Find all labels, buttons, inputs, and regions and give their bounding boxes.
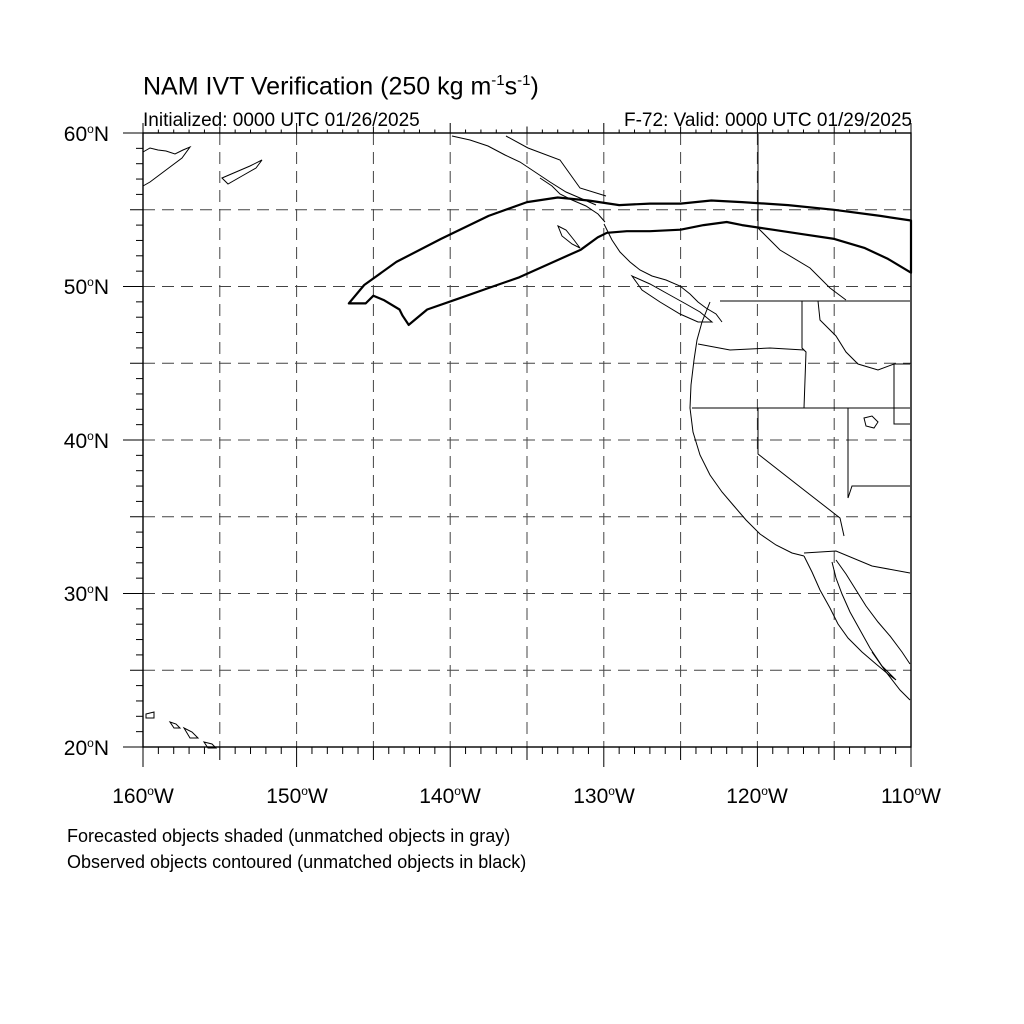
lat-label-30n: 30oN xyxy=(63,582,109,606)
lon-label-150w: 150oW xyxy=(266,784,328,808)
lat-label-20n: 20oN xyxy=(63,736,109,760)
map-frame xyxy=(142,132,912,748)
initialized-time: Initialized: 0000 UTC 01/26/2025 xyxy=(143,110,420,131)
border-canada-provinces xyxy=(757,134,847,301)
coastline-great-salt-lake xyxy=(863,415,879,429)
border-wy xyxy=(893,363,910,425)
map-title: NAM IVT Verification (250 kg m-1s-1) xyxy=(143,72,539,101)
coastline-hawaii xyxy=(145,711,218,749)
border-us-mexico xyxy=(803,550,911,574)
lon-label-160w: 160oW xyxy=(112,784,174,808)
legend-note-forecast: Forecasted objects shaded (unmatched obj… xyxy=(67,826,511,846)
lat-label-60n: 60oN xyxy=(63,122,109,146)
legend-note-observed: Observed objects contoured (unmatched ob… xyxy=(67,852,527,872)
lon-label-140w: 140oW xyxy=(419,784,481,808)
border-wa-or xyxy=(697,343,805,351)
lon-label-120w: 120oW xyxy=(726,784,788,808)
coastline-pacific-us xyxy=(689,301,805,557)
border-alaska-canada xyxy=(505,135,607,197)
lat-lon-grid xyxy=(143,133,911,747)
lat-label-50n: 50oN xyxy=(63,275,109,299)
coastline-haida-gwaii xyxy=(557,224,581,249)
border-id-mt xyxy=(817,300,895,371)
valid-time: F-72: Valid: 0000 UTC 01/29/2025 xyxy=(624,110,912,131)
lon-label-130w: 130oW xyxy=(573,784,635,808)
coastlines-and-borders xyxy=(142,134,911,749)
lon-label-110w: 110oW xyxy=(881,784,941,808)
coastline-vancouver-island xyxy=(630,274,714,323)
border-wa-id xyxy=(801,301,807,409)
coastline-bc xyxy=(603,223,723,323)
lat-label-40n: 40oN xyxy=(63,429,109,453)
border-nv-ut xyxy=(847,408,910,499)
coastline-alaska-islands xyxy=(221,159,263,185)
coastline-mexico-mainland xyxy=(835,559,911,665)
coastline-gulf-alaska xyxy=(451,135,597,206)
border-ca-nv xyxy=(757,408,845,537)
observed-ivt-object-contour xyxy=(347,196,913,326)
coastline-mexico-south xyxy=(871,651,911,701)
coastline-baja xyxy=(803,555,897,681)
coastline-alaska xyxy=(142,145,192,187)
